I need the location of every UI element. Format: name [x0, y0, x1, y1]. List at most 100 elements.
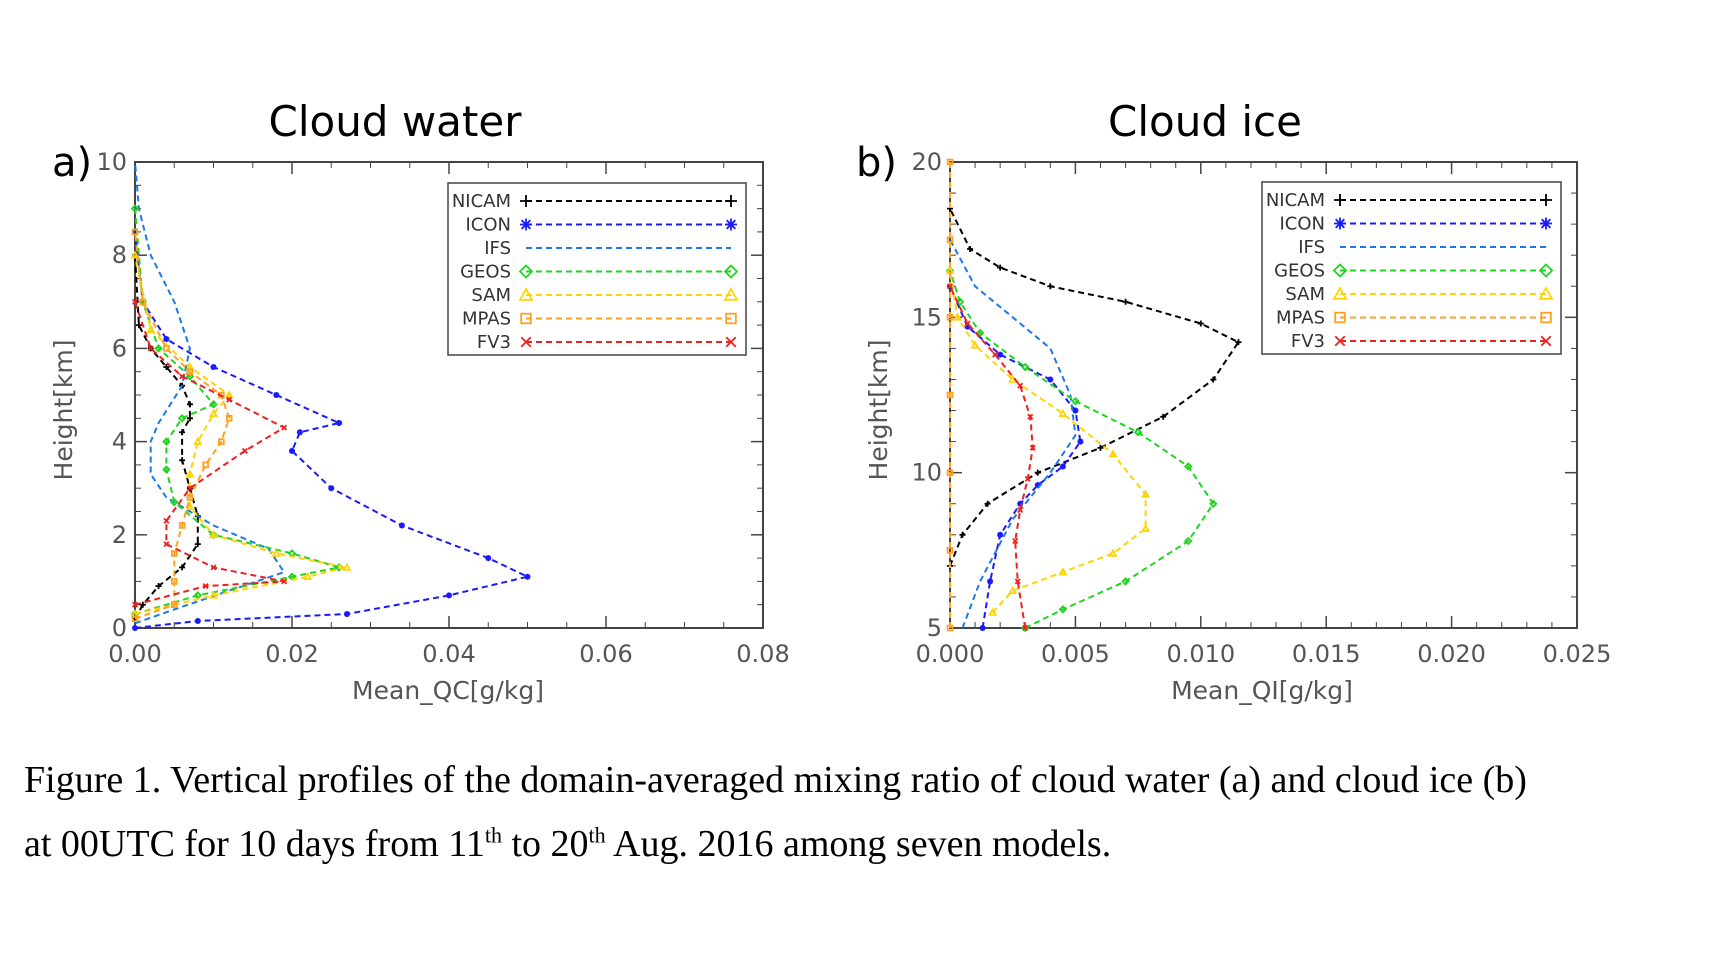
series-lines-a [130, 161, 531, 631]
x-tick-label: 0.025 [1543, 640, 1612, 668]
series-line-icon [134, 231, 529, 629]
data-point-mpas [946, 236, 954, 243]
data-point-fv3 [131, 298, 139, 305]
y-tick-label: 4 [112, 428, 127, 456]
legend-marker-geos [518, 264, 534, 279]
data-point-mpas [218, 438, 225, 445]
panel-cloud-ice: Cloud ice b) 0.000 0.005 0.010 0.015 0.020 0.… [856, 97, 1611, 705]
panel-a-letter: a) [52, 140, 92, 186]
data-point-geos [1183, 462, 1193, 471]
series-markers-geos [130, 204, 344, 619]
data-point-sam [970, 340, 980, 349]
data-point-sam [271, 548, 281, 557]
data-point-fv3 [1027, 413, 1034, 420]
series-markers-mpas [131, 228, 233, 622]
data-point-mpas [170, 550, 178, 557]
data-point-geos [130, 204, 140, 213]
data-point-fv3 [1029, 444, 1036, 451]
data-point-geos [1058, 605, 1068, 614]
data-point-sam [185, 501, 195, 511]
legend-label-fv3: FV3 [1291, 331, 1325, 352]
legend-marker-sam [723, 287, 739, 301]
data-point-mpas [946, 624, 954, 632]
data-point-icon [398, 522, 405, 529]
data-point-icon [132, 625, 138, 631]
x-tick-label: 0.015 [1292, 640, 1361, 668]
data-point-fv3 [992, 351, 999, 358]
series-markers-nicam [132, 252, 201, 622]
legend-marker-nicam [520, 195, 532, 207]
data-point-sam [208, 408, 219, 417]
data-point-fv3 [179, 373, 186, 380]
data-point-nicam [967, 245, 974, 252]
data-point-fv3 [1024, 475, 1031, 482]
x-tick-label: 0.020 [1417, 640, 1486, 668]
series-line-icon [949, 285, 1082, 629]
data-point-icon [1047, 376, 1054, 383]
data-point-sam [193, 436, 203, 445]
data-point-nicam [1034, 469, 1041, 476]
legend-marker-geos [1538, 263, 1554, 278]
data-point-icon [979, 625, 986, 631]
data-point-icon [1059, 463, 1066, 470]
data-point-nicam [155, 583, 162, 590]
data-point-sam [208, 529, 219, 539]
legend-marker-geos [723, 264, 739, 279]
legend-label-icon: ICON [465, 215, 511, 236]
data-point-nicam [194, 541, 201, 548]
data-point-mpas [186, 368, 194, 375]
data-point-geos [162, 465, 171, 474]
data-point-mpas [131, 228, 139, 236]
series-markers-mpas [946, 158, 954, 632]
data-point-geos [209, 400, 218, 409]
data-point-nicam [179, 564, 186, 571]
legend-marker-sam [1538, 286, 1554, 300]
data-point-sam [146, 324, 156, 334]
legend-marker-geos [1332, 263, 1348, 278]
x-tick-label: 0.010 [1166, 640, 1235, 668]
y-tick-label: 15 [911, 303, 942, 331]
series-markers-geos [945, 266, 1218, 633]
data-point-sam [952, 312, 963, 321]
figure-caption: Figure 1. Vertical profiles of the domai… [24, 748, 1724, 876]
data-point-icon [210, 364, 217, 371]
legend-label-sam: SAM [1285, 284, 1325, 305]
legend-marker-mpas [520, 312, 532, 325]
data-point-nicam [163, 364, 170, 371]
data-point-mpas [946, 547, 954, 554]
data-point-icon [296, 429, 303, 436]
legend-box [1261, 181, 1562, 355]
data-point-mpas [946, 391, 954, 399]
legend-box [447, 182, 747, 356]
data-point-fv3 [281, 424, 288, 431]
y-tick-label: 20 [911, 148, 942, 176]
data-point-icon [328, 485, 335, 492]
y-tick-label: 0 [112, 614, 127, 642]
legend-label-nicam: NICAM [452, 191, 511, 212]
data-point-fv3 [202, 583, 209, 590]
series-line-geos [134, 208, 341, 615]
data-point-nicam [186, 415, 193, 422]
data-point-nicam [1047, 283, 1054, 290]
caption-superscript-2: th [588, 822, 606, 848]
data-point-geos [185, 372, 195, 381]
data-point-mpas [225, 414, 233, 422]
data-point-fv3 [131, 601, 139, 608]
x-tick-label: 0.04 [422, 640, 475, 668]
legend-marker-sam [1332, 286, 1348, 300]
legend-label-ifs: IFS [484, 238, 511, 259]
legend-label-nicam: NICAM [1266, 190, 1325, 211]
data-point-geos [1183, 536, 1193, 546]
data-point-mpas [170, 601, 178, 608]
data-point-nicam [997, 264, 1004, 271]
data-point-sam [303, 571, 313, 581]
y-tick-label: 8 [112, 241, 127, 269]
data-point-sam [342, 562, 352, 571]
data-point-mpas [139, 298, 147, 306]
data-point-nicam [1097, 444, 1104, 451]
data-point-nicam [984, 500, 991, 507]
legend-marker-nicam [1540, 194, 1552, 206]
data-point-mpas [170, 578, 178, 585]
series-markers-nicam [947, 205, 1242, 569]
